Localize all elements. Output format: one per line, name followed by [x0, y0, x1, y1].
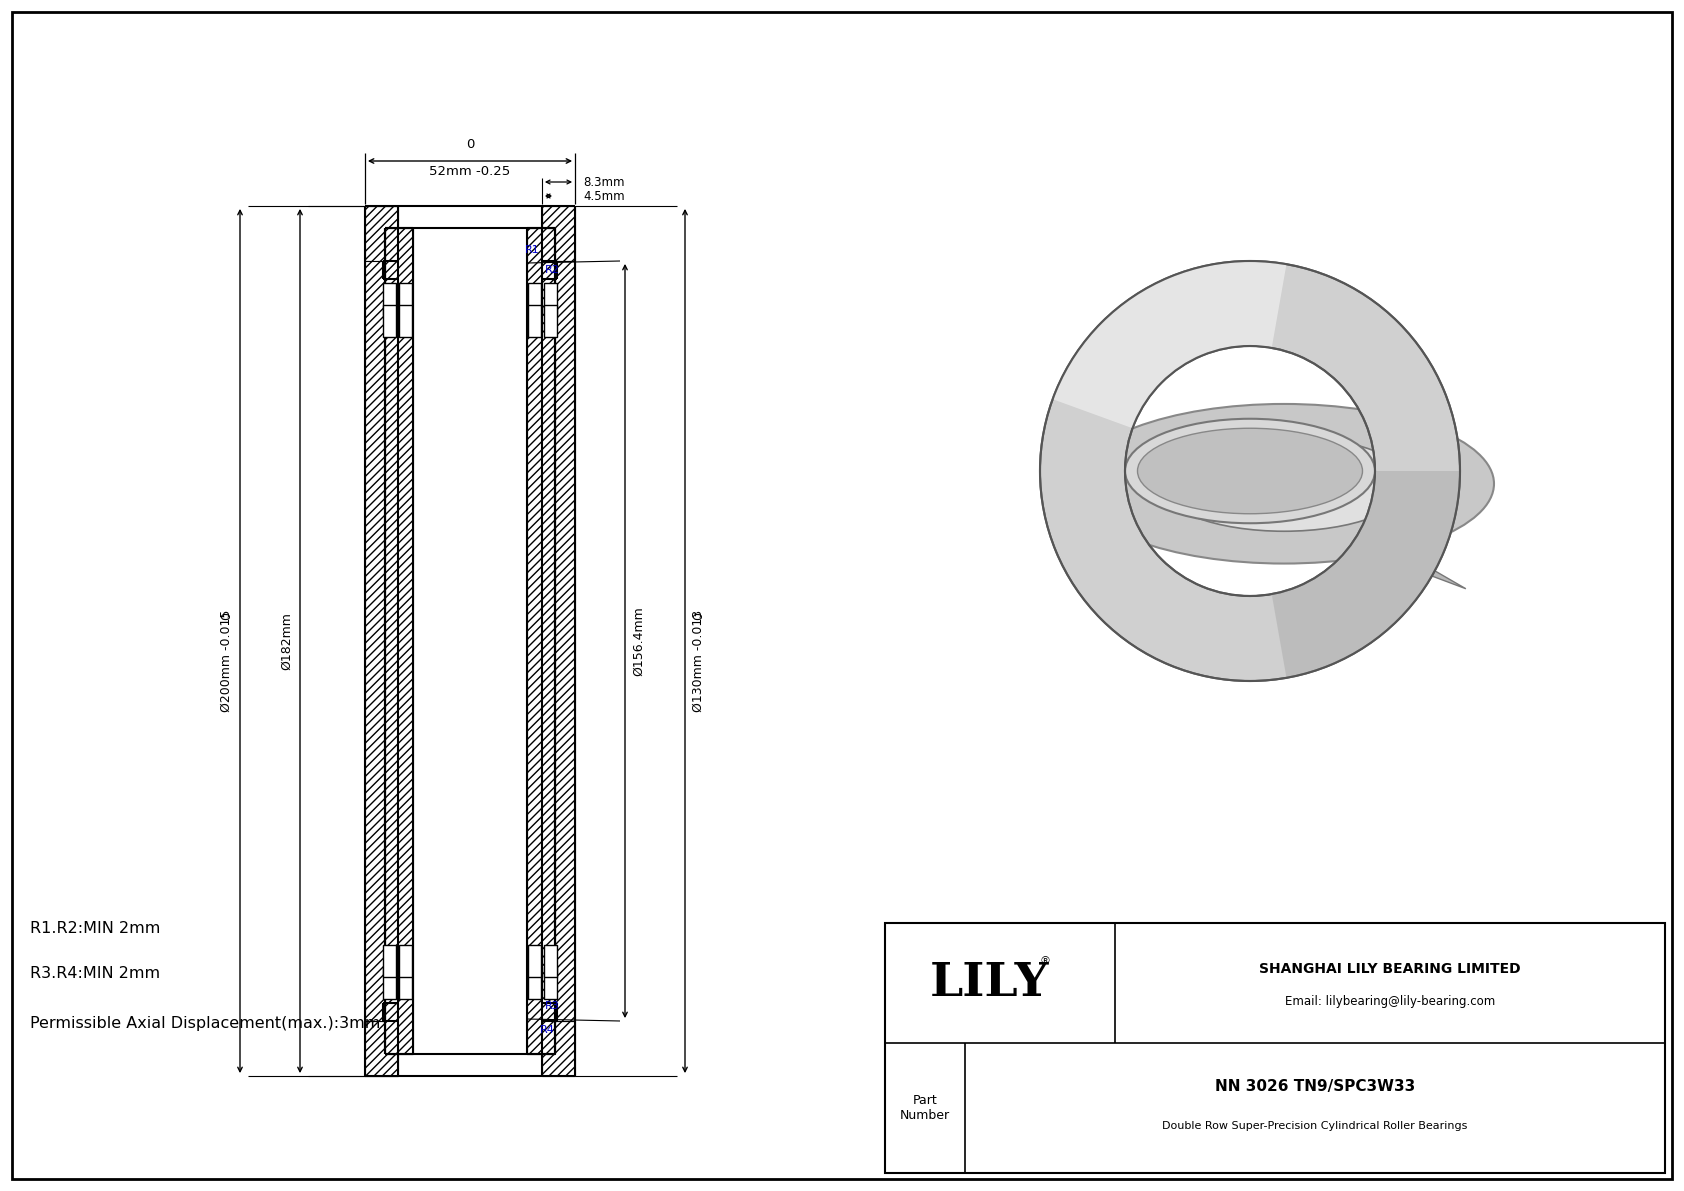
Text: R3: R3 — [546, 1000, 559, 1011]
Text: R1.R2:MIN 2mm: R1.R2:MIN 2mm — [30, 921, 160, 936]
Text: R4: R4 — [541, 1025, 554, 1035]
Text: Ø200mm -0.015: Ø200mm -0.015 — [221, 610, 232, 712]
Bar — [542, 261, 574, 1021]
Bar — [542, 206, 574, 261]
Bar — [544, 967, 557, 999]
Text: 52mm -0.25: 52mm -0.25 — [429, 166, 510, 177]
Bar — [544, 283, 557, 314]
Bar — [886, 923, 1665, 1173]
Bar — [529, 967, 541, 999]
Text: 0: 0 — [466, 138, 475, 151]
Text: Part
Number: Part Number — [899, 1095, 950, 1122]
Bar — [382, 944, 396, 977]
Bar — [382, 283, 396, 314]
Bar — [413, 227, 527, 1054]
Text: R3.R4:MIN 2mm: R3.R4:MIN 2mm — [30, 966, 160, 981]
Bar — [529, 283, 541, 314]
Text: Ø182mm: Ø182mm — [280, 612, 293, 669]
Polygon shape — [1359, 534, 1465, 588]
Text: NN 3026 TN9/SPC3W33: NN 3026 TN9/SPC3W33 — [1214, 1079, 1415, 1093]
Ellipse shape — [1074, 404, 1494, 563]
Bar — [544, 944, 557, 977]
Text: Double Row Super-Precision Cylindrical Roller Bearings: Double Row Super-Precision Cylindrical R… — [1162, 1121, 1468, 1131]
Text: LILY: LILY — [930, 960, 1049, 1006]
Bar — [399, 967, 413, 999]
Bar — [399, 305, 413, 337]
Bar — [365, 1021, 397, 1075]
Bar — [399, 944, 413, 977]
Bar — [365, 261, 397, 1021]
Wedge shape — [1041, 261, 1460, 681]
Ellipse shape — [1125, 419, 1376, 523]
Text: Ø130mm -0.013: Ø130mm -0.013 — [692, 610, 706, 712]
Bar — [542, 1021, 574, 1075]
Text: Permissible Axial Displacement(max.):3mm: Permissible Axial Displacement(max.):3mm — [30, 1016, 381, 1031]
Text: 8.3mm: 8.3mm — [583, 175, 625, 188]
Bar — [365, 206, 397, 261]
Ellipse shape — [1159, 436, 1410, 531]
Bar — [386, 227, 413, 1054]
Bar — [527, 227, 556, 1054]
Bar — [399, 283, 413, 314]
Text: R1: R1 — [525, 245, 541, 255]
Text: 0: 0 — [221, 612, 232, 621]
Text: 0: 0 — [692, 612, 706, 621]
Bar — [544, 305, 557, 337]
Ellipse shape — [1137, 429, 1362, 513]
Text: 4.5mm: 4.5mm — [583, 189, 625, 202]
Wedge shape — [1271, 470, 1460, 678]
Bar — [529, 305, 541, 337]
Text: ®: ® — [1039, 956, 1051, 966]
Text: SHANGHAI LILY BEARING LIMITED: SHANGHAI LILY BEARING LIMITED — [1260, 962, 1521, 975]
Wedge shape — [1052, 261, 1287, 429]
Text: Email: lilybearing@lily-bearing.com: Email: lilybearing@lily-bearing.com — [1285, 994, 1495, 1008]
Bar — [382, 305, 396, 337]
Bar — [382, 967, 396, 999]
Bar — [529, 944, 541, 977]
Text: Ø156.4mm: Ø156.4mm — [632, 606, 645, 675]
Text: R2: R2 — [546, 266, 559, 275]
